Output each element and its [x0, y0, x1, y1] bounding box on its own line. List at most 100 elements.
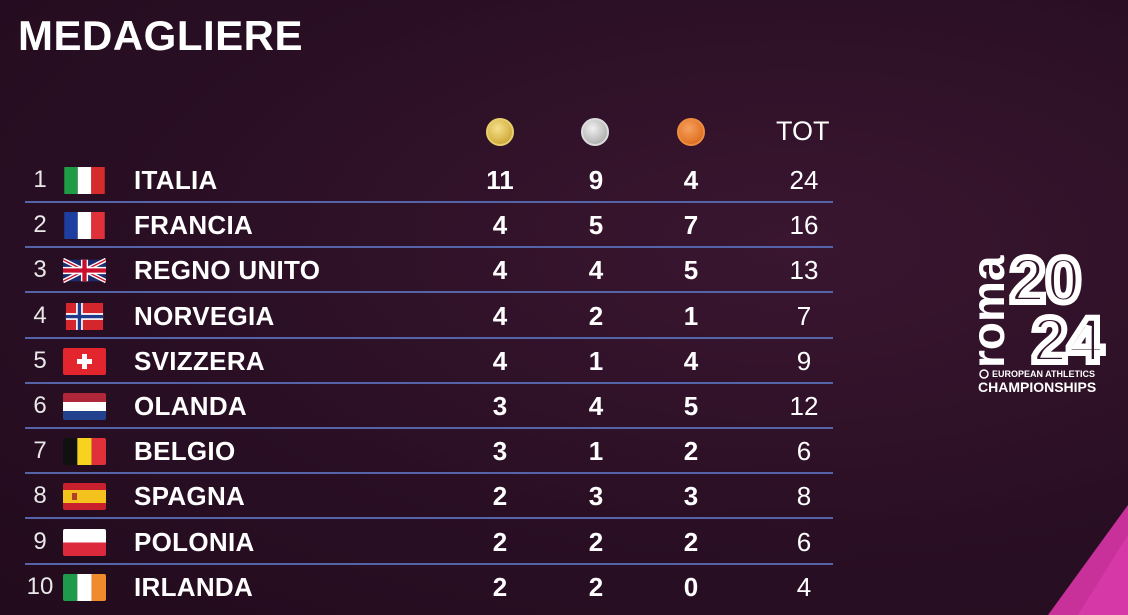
netherlands-flag-icon: [63, 393, 106, 420]
gold-count: 4: [492, 210, 508, 241]
total-count: 13: [789, 255, 819, 286]
rank: 6: [33, 392, 47, 419]
bronze-count: 0: [683, 571, 699, 602]
logo-line2: CHAMPIONSHIPS: [978, 379, 1096, 395]
silver-count: 2: [588, 571, 604, 602]
gold-count: 4: [492, 345, 508, 376]
silver-count: 4: [588, 391, 604, 421]
corner-accent: [1048, 505, 1128, 615]
gold-count: 2: [492, 571, 508, 602]
row-divider: [25, 291, 833, 294]
spain-flag-icon: [63, 483, 106, 511]
gold-medal-icon: [486, 118, 514, 146]
country-name: REGNO UNITO: [134, 255, 321, 286]
table-header: TOT: [0, 116, 1128, 148]
table-row: 10 IRLANDA 2 2 0 4: [0, 565, 840, 610]
bronze-count: 4: [683, 345, 699, 376]
rank: 5: [33, 346, 47, 374]
bronze-count: 3: [683, 481, 699, 512]
table-row: 4 NORVEGIA 4 2 1 7: [0, 294, 840, 339]
silver-count: 3: [588, 481, 604, 512]
row-divider: [25, 246, 833, 249]
table-row: 3 REGNO UNITO 4 4 5 13: [0, 248, 840, 294]
logo-year-top: 20: [1010, 244, 1081, 316]
bronze-count: 5: [683, 391, 699, 421]
table-row: 9 POLONIA 2 2 2 6: [0, 520, 840, 565]
total-count: 16: [789, 210, 819, 241]
page-title: MEDAGLIERE: [18, 12, 304, 59]
roma-2024-logo: roma 20 24 EUROPEAN ATHLETICS CHAMPIONSH…: [962, 240, 1120, 400]
gold-count: 4: [492, 300, 508, 331]
belgium-flag-icon: [63, 438, 106, 466]
athletics-icon: [979, 369, 989, 379]
total-count: 12: [789, 391, 819, 421]
total-count: 6: [796, 526, 812, 557]
row-divider: [25, 517, 833, 520]
row-divider: [25, 381, 833, 384]
silver-count: 2: [588, 526, 604, 557]
switzerland-flag-icon: [63, 347, 106, 375]
rank: 9: [33, 527, 47, 555]
total-count: 24: [789, 165, 819, 195]
france-flag-icon: [63, 212, 106, 240]
rank: 1: [33, 166, 47, 193]
norway-flag-icon: [63, 302, 106, 330]
gold-count: 3: [492, 436, 508, 467]
country-name: POLONIA: [134, 526, 255, 557]
row-divider: [25, 472, 833, 475]
gold-count: 2: [492, 481, 508, 512]
row-divider: [25, 201, 833, 203]
country-name: FRANCIA: [134, 210, 254, 241]
rank: 10: [26, 572, 54, 600]
country-name: ITALIA: [134, 165, 218, 195]
silver-medal-icon: [581, 118, 609, 146]
silver-count: 9: [588, 165, 604, 195]
silver-count: 2: [588, 300, 604, 331]
country-name: IRLANDA: [134, 571, 254, 602]
logo-line1: EUROPEAN ATHLETICS: [992, 369, 1095, 379]
table-row: 8 SPAGNA 2 3 3 8: [0, 474, 840, 520]
table-row: 2 FRANCIA 4 5 7 16: [0, 203, 840, 249]
total-count: 8: [796, 481, 812, 512]
total-count: 7: [796, 300, 812, 331]
row-divider: [25, 427, 833, 429]
table-row: 1 ITALIA 11 9 4 24: [0, 158, 840, 203]
country-name: OLANDA: [134, 391, 248, 421]
silver-count: 4: [588, 255, 604, 286]
uk-flag-icon: [63, 257, 106, 284]
rank: 2: [33, 211, 47, 239]
gold-count: 4: [492, 255, 508, 286]
rank: 8: [33, 482, 47, 510]
silver-count: 5: [588, 210, 604, 241]
rank: 4: [33, 301, 47, 329]
silver-count: 1: [588, 436, 604, 467]
country-name: NORVEGIA: [134, 300, 275, 331]
gold-count: 11: [486, 165, 514, 195]
row-divider: [25, 336, 833, 339]
logo-year-bottom: 24: [1032, 304, 1104, 376]
bronze-medal-icon: [677, 118, 705, 146]
table-row: 5 SVIZZERA 4 1 4 9: [0, 339, 840, 384]
bronze-count: 1: [683, 300, 699, 331]
silver-count: 1: [588, 345, 604, 376]
bronze-count: 5: [683, 255, 699, 286]
rank: 7: [33, 437, 47, 465]
gold-count: 2: [492, 526, 508, 557]
bronze-count: 4: [683, 165, 699, 195]
total-count: 4: [796, 571, 812, 602]
bronze-count: 2: [683, 436, 699, 467]
country-name: SPAGNA: [134, 481, 246, 512]
bronze-count: 7: [683, 210, 699, 241]
italy-flag-icon: [63, 167, 106, 194]
country-name: BELGIO: [134, 436, 236, 467]
country-name: SVIZZERA: [134, 345, 265, 376]
table-row: 7 BELGIO 3 1 2 6: [0, 429, 840, 475]
total-count: 9: [796, 345, 812, 376]
row-divider: [25, 562, 833, 565]
total-header: TOT: [776, 116, 830, 146]
bronze-count: 2: [683, 526, 699, 557]
gold-count: 3: [492, 391, 508, 421]
ireland-flag-icon: [63, 573, 106, 601]
logo-city: roma: [970, 255, 1014, 368]
total-count: 6: [796, 436, 812, 467]
